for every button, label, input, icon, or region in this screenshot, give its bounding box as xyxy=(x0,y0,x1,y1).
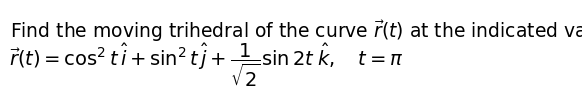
Text: $\vec{r}(t) = \cos^2 t\,\hat{i} + \sin^2 t\,\hat{j} + \dfrac{1}{\sqrt{2}}\sin 2t: $\vec{r}(t) = \cos^2 t\,\hat{i} + \sin^2… xyxy=(9,42,404,89)
Text: Find the moving trihedral of the curve $\vec{r}(t)$ at the indicated value:: Find the moving trihedral of the curve $… xyxy=(9,19,582,44)
